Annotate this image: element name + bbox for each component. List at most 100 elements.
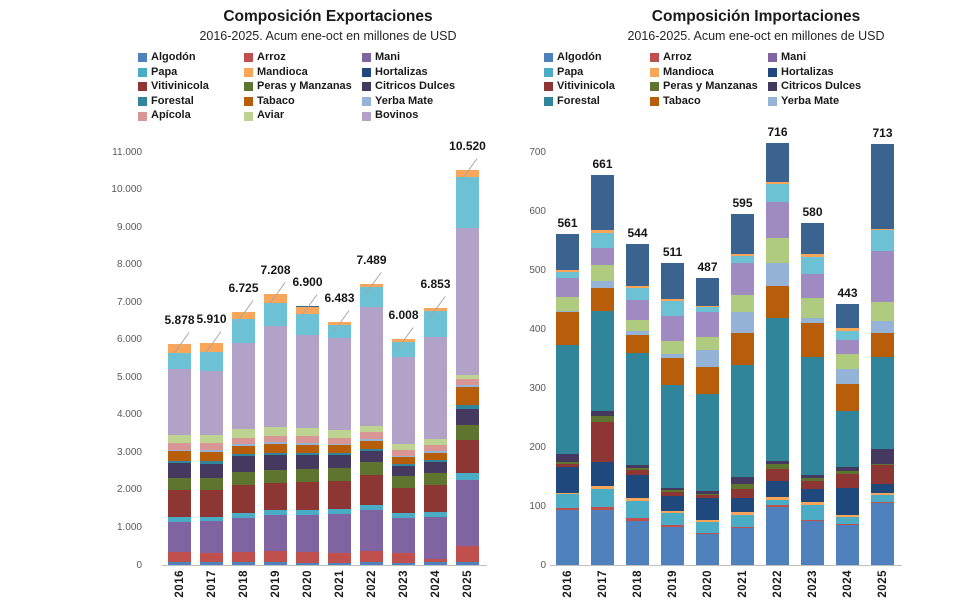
bar-2020: 6.900 2020 xyxy=(292,275,322,598)
bar-segment-papa xyxy=(264,510,287,516)
bar-total-label: 5.910 xyxy=(196,312,227,327)
bar-segment-arroz xyxy=(696,532,719,535)
bar-segment-peras xyxy=(424,473,447,486)
bar-segment-tabaco xyxy=(556,312,579,345)
legend-label: Algodón xyxy=(557,51,602,63)
bar-segment-vitivinicola xyxy=(232,485,255,514)
bar-segment-mandioca xyxy=(626,498,649,501)
bar-total-label: 661 xyxy=(592,157,613,172)
bar-segment-arroz xyxy=(871,501,894,504)
bar-segment-extra_orange xyxy=(200,343,223,353)
bar-segment-vitivinicola xyxy=(328,480,351,510)
bar-segment-aviar xyxy=(456,374,479,380)
bar-segment-forestal xyxy=(556,344,579,454)
y-axis-tick-label: 400 xyxy=(529,323,546,335)
y-axis-tick-label: 0 xyxy=(136,559,142,571)
bar-segment-yerba xyxy=(328,443,351,446)
bar-2020: 487 2020 xyxy=(696,260,719,598)
bar-segment-mani xyxy=(168,522,191,553)
bar-segment-forestal xyxy=(766,317,789,462)
imports-chart-subtitle: 2016-2025. Acum ene-oct en millones de U… xyxy=(627,29,885,43)
bar-segment-extra_orange xyxy=(556,269,579,272)
legend-item-vitivinicola: Vitivinicola xyxy=(544,80,650,94)
bar-2021: 6.483 2021 xyxy=(324,291,354,598)
bar-segment-citricos xyxy=(626,465,649,468)
bar-segment-vitivinicola xyxy=(264,483,287,511)
bar-segment-extra_orange xyxy=(168,344,191,354)
bar-segment-extra_green xyxy=(696,336,719,350)
bar-segment-aviar xyxy=(200,434,223,444)
y-axis-tick-label: 5.000 xyxy=(116,371,142,383)
exports-chart-subtitle: 2016-2025. Acum ene-oct en millones de U… xyxy=(199,29,457,43)
bar-segment-peras xyxy=(296,469,319,483)
bar-segment-extra_purple xyxy=(556,277,579,297)
legend-item-papa: Papa xyxy=(138,66,244,80)
bar-segment-yerba xyxy=(200,450,223,452)
citricos-swatch-icon xyxy=(768,82,777,92)
bar-segment-yerba xyxy=(591,280,614,288)
bar-segment-bovinos xyxy=(456,228,479,375)
bar-segment-peras xyxy=(696,493,719,496)
bar-segment-yerba xyxy=(871,320,894,333)
x-axis-label: 2025 xyxy=(876,570,889,598)
forestal-swatch-icon xyxy=(138,97,147,107)
bar-segment-algodon xyxy=(392,562,415,565)
bar-segment-peras xyxy=(328,468,351,481)
tabaco-swatch-icon xyxy=(244,97,253,107)
bar-segment-extra_cyan xyxy=(661,301,684,316)
bar-total-label: 7.489 xyxy=(356,252,387,267)
y-axis-tick-label: 3.000 xyxy=(116,446,142,458)
bar-segment-algodon xyxy=(696,534,719,565)
bar-segment-yerba xyxy=(456,385,479,388)
mandioca-swatch-icon xyxy=(650,67,659,77)
x-axis-label: 2020 xyxy=(301,570,314,598)
bar-segment-algodon xyxy=(556,510,579,565)
y-axis-tick-label: 7.000 xyxy=(116,296,142,308)
legend-item-mandioca: Mandioca xyxy=(650,66,768,80)
bar-total-label: 7.208 xyxy=(260,263,291,278)
bar-2024: 443 2024 xyxy=(836,286,859,598)
bar-segment-extra_cyan xyxy=(591,232,614,248)
bar-segment-forestal xyxy=(232,454,255,457)
bar-segment-peras xyxy=(836,470,859,474)
bar-segment-forestal xyxy=(626,353,649,466)
y-axis-tick-label: 0 xyxy=(540,559,546,571)
bar-segment-algodon xyxy=(626,520,649,565)
bar-segment-hortalizas xyxy=(696,498,719,521)
legend-item-peras: Peras y Manzanas xyxy=(650,80,768,94)
bar-segment-tabaco xyxy=(591,287,614,312)
bar-segment-apicola xyxy=(328,437,351,444)
bar-segment-forestal xyxy=(200,461,223,464)
x-axis-label: 2018 xyxy=(237,570,250,598)
bar-2023: 580 2023 xyxy=(801,205,824,598)
x-axis-label: 2017 xyxy=(205,570,218,598)
bar-2016: 5.878 2016 xyxy=(164,313,194,597)
bar-segment-extra_green xyxy=(766,238,789,264)
bar-segment-extra_cyan xyxy=(731,255,754,264)
bar-segment-extra_cyan xyxy=(556,271,579,278)
legend-label: Mandioca xyxy=(257,65,308,78)
bar-segment-arroz xyxy=(766,504,789,507)
x-axis-label: 2022 xyxy=(365,570,378,598)
bar-segment-yerba xyxy=(168,449,191,452)
bar-segment-citricos xyxy=(801,474,824,478)
bar-segment-bovinos xyxy=(360,307,383,426)
bar-segment-peras xyxy=(556,461,579,465)
bar-segment-aviar xyxy=(296,427,319,437)
bar-segment-extra_green xyxy=(626,320,649,331)
y-axis-tick-label: 200 xyxy=(529,441,546,453)
bar-segment-vitivinicola xyxy=(556,464,579,467)
bar-total-label: 6.853 xyxy=(420,276,451,291)
bar-segment-extra_orange xyxy=(360,283,383,288)
bar-segment-algodon xyxy=(264,562,287,565)
bar-segment-bovinos xyxy=(232,342,255,430)
bar-segment-citricos xyxy=(661,488,684,490)
legend-item-apicola: Apícola xyxy=(138,109,244,123)
bar-segment-hortalizas xyxy=(801,489,824,503)
bar-segment-bovinos xyxy=(296,334,319,428)
bar-segment-forestal xyxy=(801,356,824,475)
bar-segment-extra_navy xyxy=(556,233,579,270)
bar-segment-extra_navy xyxy=(296,305,319,307)
y-axis-tick-label: 1.000 xyxy=(116,521,142,533)
bar-segment-tabaco xyxy=(328,445,351,453)
